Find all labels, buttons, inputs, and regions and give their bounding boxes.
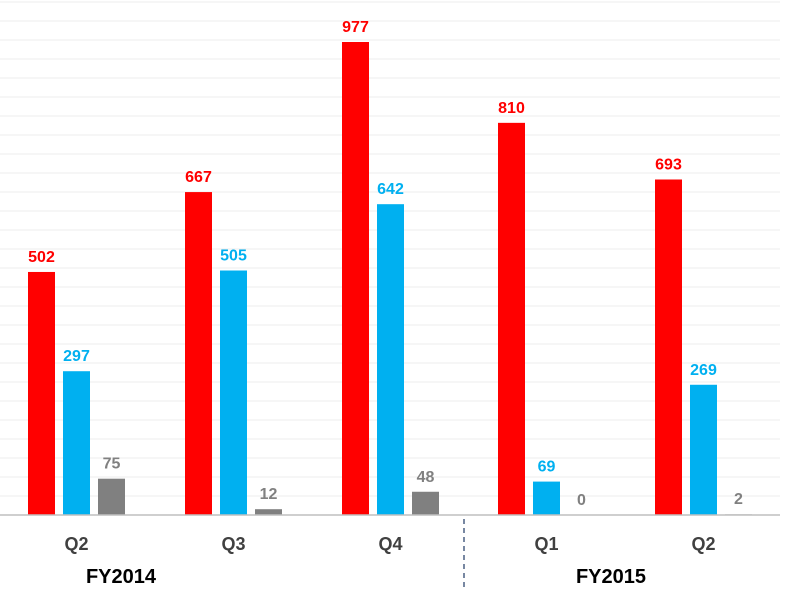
x-tick-label: Q2 [64, 534, 88, 554]
bar-blue [63, 371, 90, 515]
data-label: 810 [498, 100, 525, 117]
bar-gray [412, 491, 439, 515]
x-tick-label: Q4 [378, 534, 402, 554]
bar-red [28, 271, 55, 515]
group-labels: FY2014 FY2015 [86, 566, 646, 588]
data-label: 69 [538, 459, 556, 476]
data-label: 2 [734, 491, 743, 508]
data-label: 977 [342, 19, 369, 36]
data-label: 269 [690, 362, 717, 379]
bar-gray [255, 509, 282, 515]
bars [28, 42, 752, 516]
data-label: 75 [103, 456, 121, 473]
bar-blue [220, 270, 247, 515]
x-tick-label: Q2 [691, 534, 715, 554]
x-tick-label: Q3 [221, 534, 245, 554]
bar-red [498, 122, 525, 516]
data-label: 642 [377, 181, 404, 198]
category-labels: Q2 Q3 Q4 Q1 Q2 [64, 534, 715, 554]
data-label: 0 [577, 492, 586, 509]
bar-blue [533, 481, 560, 515]
value-labels: 502 297 75 667 505 12 977 642 48 810 69 0 693 269 2 [28, 19, 743, 509]
data-label: 502 [28, 249, 55, 266]
data-label: 693 [655, 156, 682, 173]
data-label: 12 [260, 486, 278, 503]
data-label: 667 [185, 169, 212, 186]
data-label: 297 [63, 348, 90, 365]
bar-gray [98, 478, 125, 515]
x-tick-label: Q1 [534, 534, 558, 554]
bar-red [342, 42, 369, 515]
bar-blue [690, 384, 717, 515]
fiscal-year-label: FY2015 [576, 566, 646, 588]
bar-blue [377, 204, 404, 516]
data-label: 48 [417, 469, 435, 486]
bar-red [185, 192, 212, 515]
bar-red [655, 179, 682, 515]
data-label: 505 [220, 248, 247, 265]
fiscal-year-label: FY2014 [86, 566, 157, 588]
